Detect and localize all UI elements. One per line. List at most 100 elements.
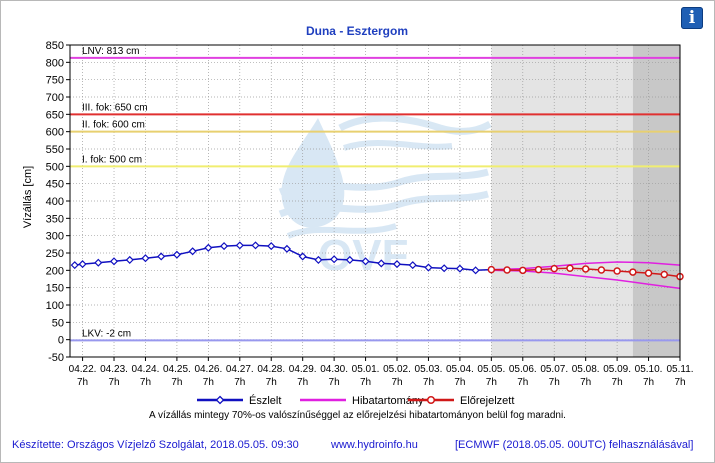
y-tick-label: 300 <box>46 231 64 243</box>
observed-point <box>440 264 449 273</box>
reference-label-2: II. fok: 600 cm <box>82 120 145 131</box>
observed-point <box>377 259 386 268</box>
x-tick-label-date: 05.07. <box>540 364 568 375</box>
x-tick-label-date: 04.27. <box>226 364 254 375</box>
forecast-point <box>613 267 621 275</box>
x-tick-label-date: 04.22. <box>69 364 97 375</box>
observed-line <box>74 244 492 272</box>
y-axis-label: Vízállás [cm] <box>22 166 34 228</box>
observed-point <box>172 250 181 259</box>
x-tick-label-date: 05.05. <box>477 364 505 375</box>
observed-point <box>78 260 87 269</box>
legend: Észlelt Hibatartomány Előrejelzett <box>197 394 514 407</box>
observed-point <box>109 257 119 266</box>
x-tick-label-date: 04.29. <box>289 364 317 375</box>
x-tick-label-time: 7h <box>674 377 685 388</box>
grid <box>70 44 681 358</box>
x-tick-label-time: 7h <box>423 377 434 388</box>
y-tick-label: 800 <box>46 57 64 69</box>
x-tick-label-date: 05.02. <box>383 364 411 375</box>
x-tick-label-time: 7h <box>297 377 308 388</box>
legend-marker-0 <box>215 395 225 405</box>
y-tick-label: 750 <box>46 75 64 87</box>
y-tick-label: 500 <box>46 161 64 173</box>
y-tick-label: 400 <box>46 196 64 208</box>
x-tick-label-time: 7h <box>77 377 88 388</box>
plot-border <box>69 44 681 358</box>
footer-website[interactable]: www.hydroinfo.hu <box>331 439 418 451</box>
legend-marker-2 <box>426 395 436 405</box>
x-tick-label-date: 04.26. <box>194 364 222 375</box>
x-tick-label-time: 7h <box>234 377 245 388</box>
y-tick-label: 50 <box>52 317 64 329</box>
x-tick-label-date: 05.03. <box>415 364 443 375</box>
observed-point <box>314 255 323 264</box>
reference-label-3: I. fok: 500 cm <box>82 154 142 165</box>
observed-point <box>141 254 150 263</box>
observed-point <box>157 252 166 261</box>
x-tick-label-time: 7h <box>108 377 119 388</box>
legend-label-0: Észlelt <box>249 394 281 407</box>
x-tick-label-time: 7h <box>266 377 277 388</box>
x-tick-label-date: 05.06. <box>509 364 537 375</box>
x-tick-label-time: 7h <box>580 377 591 388</box>
x-tick-label-date: 05.01. <box>352 364 380 375</box>
x-tick-label-time: 7h <box>486 377 497 388</box>
reference-label-4: LKV: -2 cm <box>82 328 131 339</box>
y-tick-label: 600 <box>46 127 64 139</box>
x-tick-label-time: 7h <box>517 377 528 388</box>
reference-lines: LNV: 813 cm III. fok: 650 cm II. fok: 600 … <box>70 46 680 342</box>
y-tick-label: 250 <box>46 248 64 260</box>
observed-point <box>125 255 134 264</box>
x-tick-label-time: 7h <box>643 377 654 388</box>
forecast-note: A vízállás mintegy 70%-os valószínűségge… <box>149 410 566 421</box>
plot-background <box>70 45 680 357</box>
x-tick-label-time: 7h <box>140 377 151 388</box>
x-tick-label-date: 05.04. <box>446 364 474 375</box>
x-tick-label-date: 05.09. <box>603 364 631 375</box>
forecast-point <box>550 264 558 273</box>
ovf-watermark-logo: OVF <box>278 114 492 280</box>
x-tick-label-time: 7h <box>549 377 560 388</box>
observed-point <box>424 263 433 272</box>
x-tick-label-date: 04.23. <box>100 364 128 375</box>
y-tick-label: 850 <box>46 40 64 52</box>
x-tick-label-date: 04.30. <box>320 364 348 375</box>
observed-point <box>345 255 354 264</box>
y-tick-label: 700 <box>46 92 64 104</box>
forecast-point <box>581 265 590 273</box>
x-tick-label-time: 7h <box>329 377 340 388</box>
forecast-point <box>519 266 527 275</box>
x-tick-label-time: 7h <box>171 377 182 388</box>
x-tick-label-date: 04.24. <box>132 364 160 375</box>
y-tick-label: 650 <box>46 109 64 121</box>
y-tick-label: 0 <box>58 335 64 347</box>
x-tick-label-date: 05.11. <box>666 364 693 375</box>
reference-label-1: III. fok: 650 cm <box>82 102 148 113</box>
forecast-point <box>503 266 511 274</box>
footer-model-note: [ECMWF (2018.05.05. 00UTC) felhasználásá… <box>455 439 694 451</box>
observed-point <box>220 242 229 251</box>
forecast-point <box>660 270 669 279</box>
y-tick-label: 100 <box>46 300 64 312</box>
forecast-shade-1 <box>632 45 680 357</box>
forecast-point <box>597 266 606 274</box>
observed-point <box>330 255 339 264</box>
observed-point <box>204 243 213 252</box>
legend-label-1: Hibatartomány <box>352 395 424 407</box>
info-button[interactable]: i <box>681 7 703 29</box>
observed-point <box>282 244 292 253</box>
observed-point <box>361 257 370 266</box>
forecast-point <box>566 264 574 273</box>
x-tick-label-date: 05.10. <box>635 364 663 375</box>
chart-title: Duna - Esztergom <box>306 24 408 38</box>
y-tick-label: -50 <box>48 352 64 364</box>
observed-point <box>94 258 103 267</box>
x-tick-label-date: 04.25. <box>163 364 191 375</box>
axes: -50 0 50 100 150 200 250 300 350 400 450 500 550 600 6… <box>46 40 694 388</box>
observed-point <box>251 241 260 250</box>
observed-point <box>70 261 79 270</box>
forecast-point <box>534 265 543 274</box>
observed-point <box>298 252 307 261</box>
